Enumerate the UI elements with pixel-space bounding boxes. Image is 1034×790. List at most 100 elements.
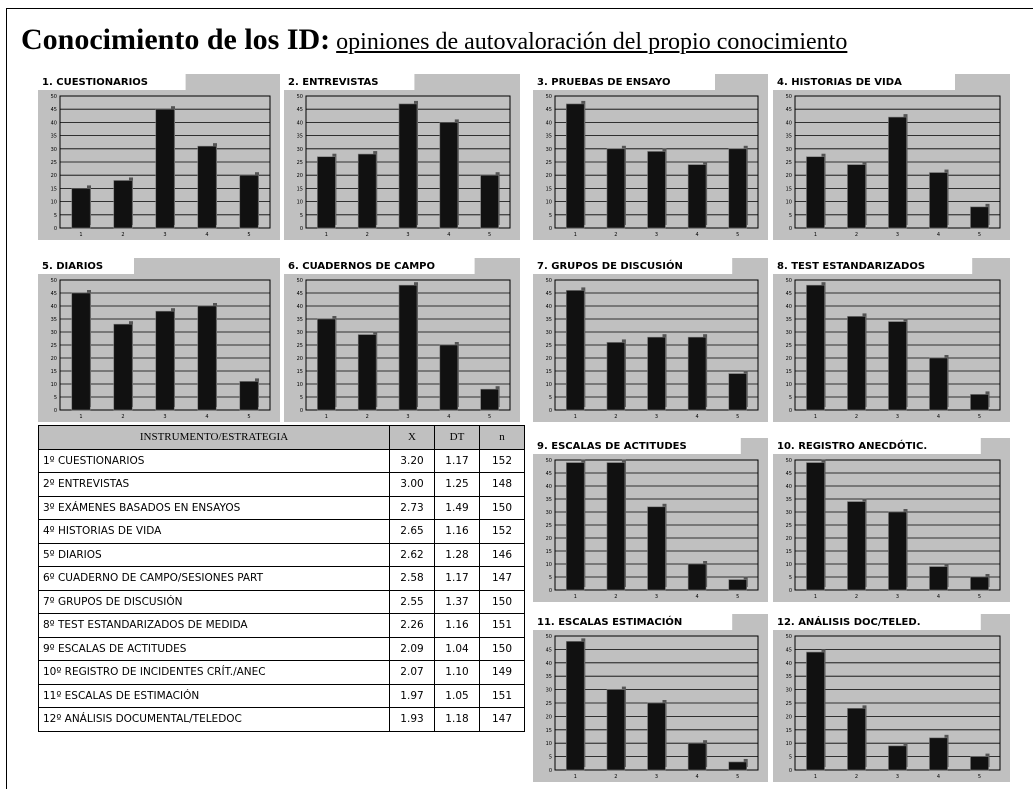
x-tick-label: 5 (978, 414, 981, 420)
table-cell: 5º DIARIOS (38, 542, 390, 567)
y-tick-label: 20 (546, 173, 552, 179)
y-tick-label: 10 (51, 200, 57, 206)
table-cell: 2.07 (389, 660, 435, 685)
x-tick-label: 1 (814, 414, 817, 420)
y-tick-label: 40 (786, 661, 792, 667)
y-tick-label: 0 (789, 408, 792, 414)
bar (687, 563, 707, 591)
y-tick-label: 50 (546, 94, 552, 100)
y-tick-label: 20 (51, 356, 57, 362)
table-cell: 151 (479, 613, 525, 638)
bar (728, 761, 747, 771)
bar (398, 284, 418, 411)
bar (847, 316, 866, 411)
y-tick-label: 20 (546, 356, 552, 362)
x-tick-label: 4 (205, 232, 208, 238)
y-tick-label: 30 (297, 330, 303, 336)
bar (888, 116, 907, 229)
y-tick-label: 15 (297, 369, 303, 375)
y-tick-label: 50 (51, 94, 57, 100)
table-cell: 150 (479, 589, 525, 614)
bar (566, 462, 585, 591)
y-tick-label: 5 (789, 213, 792, 219)
y-tick-label: 30 (786, 688, 792, 694)
y-tick-label: 40 (546, 484, 552, 490)
x-tick-label: 2 (121, 232, 124, 238)
y-tick-label: 35 (51, 134, 57, 140)
bar (113, 180, 133, 229)
bar (439, 122, 459, 229)
table-row: 10º REGISTRO DE INCIDENTES CRÍT./ANEC 2.0… (38, 660, 525, 685)
bar (929, 566, 948, 591)
table-row: 11º ESCALAS DE ESTIMACIÓN 1.97 1.05 151 (38, 683, 525, 708)
y-tick-label: 20 (786, 714, 792, 720)
y-tick-label: 25 (546, 343, 552, 349)
y-tick-label: 30 (297, 147, 303, 153)
bar (566, 103, 585, 229)
bar (806, 284, 825, 411)
y-tick-label: 30 (546, 147, 552, 153)
y-tick-label: 45 (51, 107, 57, 113)
y-tick-label: 40 (297, 120, 303, 126)
y-tick-label: 15 (51, 369, 57, 375)
x-tick-label: 2 (855, 414, 858, 420)
bar (566, 641, 585, 771)
y-tick-label: 50 (786, 458, 792, 464)
x-tick-label: 1 (325, 414, 328, 420)
title-bg (531, 436, 741, 454)
x-tick-label: 2 (855, 594, 858, 600)
bar (970, 394, 989, 411)
bar (155, 310, 175, 411)
y-tick-label: 10 (786, 382, 792, 388)
title-bg (282, 72, 415, 90)
table-row: 8º TEST ESTANDARIZADOS DE MEDIDA 2.26 1.16… (38, 613, 525, 638)
bar (317, 156, 336, 229)
bar (566, 290, 585, 411)
y-tick-label: 25 (786, 701, 792, 707)
y-tick-label: 35 (546, 674, 552, 680)
table-cell: 149 (479, 660, 525, 685)
x-tick-label: 5 (978, 232, 981, 238)
y-tick-label: 45 (297, 107, 303, 113)
table-cell: 1.16 (434, 613, 480, 638)
y-tick-label: 25 (786, 160, 792, 166)
table-cell: 2º ENTREVISTAS (38, 472, 390, 497)
x-tick-label: 4 (937, 774, 940, 780)
x-tick-label: 1 (574, 774, 577, 780)
bar (888, 511, 907, 591)
y-tick-label: 0 (789, 226, 792, 232)
chart-title: 6. CUADERNOS DE CAMPO (288, 261, 435, 272)
bar (239, 381, 259, 411)
bar (317, 318, 336, 411)
chart-title: 3. PRUEBAS DE ENSAYO (537, 77, 670, 88)
y-tick-label: 5 (54, 395, 57, 401)
y-tick-label: 50 (546, 634, 552, 640)
table-cell: 3º EXÁMENES BASADOS EN ENSAYOS (38, 495, 390, 520)
y-tick-label: 35 (786, 674, 792, 680)
title-bg (531, 72, 715, 90)
x-tick-label: 2 (855, 232, 858, 238)
table-row: 3º EXÁMENES BASADOS EN ENSAYOS 2.73 1.49 15… (38, 495, 525, 520)
chart-title: 9. ESCALAS DE ACTITUDES (537, 441, 687, 452)
y-tick-label: 5 (789, 755, 792, 761)
chart-title: 4. HISTORIAS DE VIDA (777, 77, 902, 88)
y-tick-label: 30 (546, 688, 552, 694)
y-tick-label: 35 (546, 497, 552, 503)
table-cell: 1.04 (434, 636, 480, 661)
x-tick-label: 4 (447, 232, 450, 238)
y-tick-label: 20 (51, 173, 57, 179)
y-tick-label: 15 (546, 728, 552, 734)
y-tick-label: 0 (789, 768, 792, 774)
table-cell: n (479, 425, 525, 450)
y-tick-label: 10 (546, 382, 552, 388)
x-tick-label: 4 (696, 414, 699, 420)
x-tick-label: 3 (896, 594, 899, 600)
bar (687, 164, 707, 229)
title-bg (36, 256, 134, 274)
y-tick-label: 35 (786, 317, 792, 323)
table-cell: INSTRUMENTO/ESTRATEGIA (38, 425, 390, 450)
title: Conocimiento de los ID: (21, 23, 331, 56)
table-cell: 3.00 (389, 472, 435, 497)
bar (647, 151, 666, 229)
